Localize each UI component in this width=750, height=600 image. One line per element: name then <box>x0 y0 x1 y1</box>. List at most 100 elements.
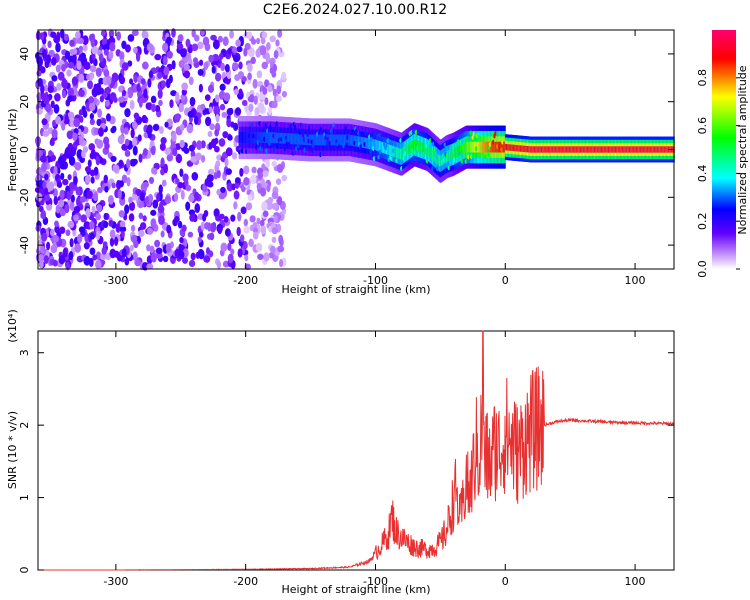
noise-blob <box>91 205 96 214</box>
noise-blob <box>178 60 185 69</box>
noise-blob <box>260 225 267 235</box>
noise-blob <box>121 248 127 258</box>
noise-blob <box>166 50 173 59</box>
noise-blob <box>194 34 200 42</box>
noise-blob <box>90 176 95 184</box>
noise-blob <box>50 244 58 254</box>
noise-blob <box>143 88 148 99</box>
noise-blob <box>118 180 124 188</box>
noise-blob <box>52 259 58 267</box>
noise-blob <box>230 248 235 255</box>
noise-blob <box>95 213 102 221</box>
noise-blob <box>138 212 144 220</box>
x-tick-label: -300 <box>103 575 128 588</box>
noise-blob <box>103 213 108 220</box>
noise-blob <box>188 144 195 152</box>
noise-blob <box>150 252 157 263</box>
noise-blob <box>120 230 125 238</box>
noise-blob <box>67 174 72 181</box>
noise-blob <box>97 187 103 194</box>
x-tick-label: 0 <box>502 274 509 287</box>
noise-blob <box>190 156 198 163</box>
noise-blob <box>262 170 269 178</box>
noise-blob <box>129 78 134 85</box>
noise-blob <box>140 78 146 85</box>
noise-blob <box>219 83 226 91</box>
snr-xlabel: Height of straight line (km) <box>281 583 430 596</box>
noise-blob <box>44 187 49 196</box>
noise-blob <box>213 208 220 218</box>
noise-blob <box>132 158 138 165</box>
noise-blob <box>47 85 54 94</box>
noise-blob <box>134 259 142 267</box>
noise-blob <box>247 72 252 81</box>
noise-blob <box>92 97 98 105</box>
noise-blob <box>261 201 268 212</box>
noise-blob <box>250 174 257 185</box>
noise-blob <box>158 184 163 194</box>
noise-blob <box>239 234 245 243</box>
noise-blob <box>180 48 187 58</box>
noise-blob <box>214 145 220 153</box>
noise-blob <box>133 46 138 54</box>
noise-blob <box>271 100 278 109</box>
noise-blob <box>61 63 66 72</box>
noise-blob <box>69 39 75 47</box>
noise-blob <box>74 243 82 253</box>
noise-blob <box>51 128 58 139</box>
snr-frame <box>37 330 675 571</box>
noise-blob <box>79 115 84 123</box>
noise-blob <box>103 69 110 78</box>
noise-blob <box>84 166 91 173</box>
noise-blob <box>194 191 200 201</box>
colorbar: 0.0 0.2 0.4 0.6 0.8 Normalized spectral ampl… <box>696 30 749 278</box>
noise-blob <box>236 46 243 53</box>
noise-blob <box>277 195 283 206</box>
noise-blob <box>267 84 273 93</box>
noise-blob <box>212 39 220 50</box>
noise-blob <box>83 61 91 71</box>
noise-blob <box>191 43 199 52</box>
noise-blob <box>199 59 204 66</box>
noise-blob <box>276 85 282 95</box>
noise-blob <box>111 125 117 133</box>
noise-blob <box>154 239 161 248</box>
noise-blob <box>198 231 204 238</box>
noise-blob <box>69 146 77 157</box>
noise-blob <box>108 219 114 227</box>
noise-blob <box>265 159 270 168</box>
noise-blob <box>103 221 109 229</box>
noise-blob <box>158 201 164 212</box>
noise-blob <box>277 245 285 253</box>
colorbar-tick-label: 0.6 <box>696 117 709 135</box>
noise-blob <box>138 201 145 208</box>
noise-blob <box>121 62 129 71</box>
noise-blob <box>142 215 147 222</box>
noise-blob <box>108 51 114 60</box>
noise-blob <box>243 47 248 57</box>
noise-blob <box>124 258 130 266</box>
noise-blob <box>163 163 168 174</box>
noise-blob <box>269 35 277 43</box>
noise-blob <box>196 140 203 151</box>
noise-blob <box>260 36 266 45</box>
noise-blob <box>238 61 243 70</box>
noise-blob <box>66 190 72 201</box>
noise-blob <box>145 102 152 110</box>
noise-blob <box>75 31 81 40</box>
noise-blob <box>124 138 130 146</box>
noise-blob <box>225 147 233 157</box>
noise-blob <box>129 244 134 252</box>
noise-blob <box>169 99 174 109</box>
noise-blob <box>96 230 101 241</box>
noise-blob <box>263 252 270 262</box>
noise-blob <box>126 176 131 187</box>
noise-blob <box>184 70 191 79</box>
noise-blob <box>138 97 143 108</box>
noise-blob <box>232 62 239 71</box>
noise-blob <box>146 42 154 52</box>
noise-blob <box>210 34 217 41</box>
noise-blob <box>273 49 279 59</box>
noise-blob <box>148 176 155 184</box>
noise-blob <box>121 174 128 184</box>
